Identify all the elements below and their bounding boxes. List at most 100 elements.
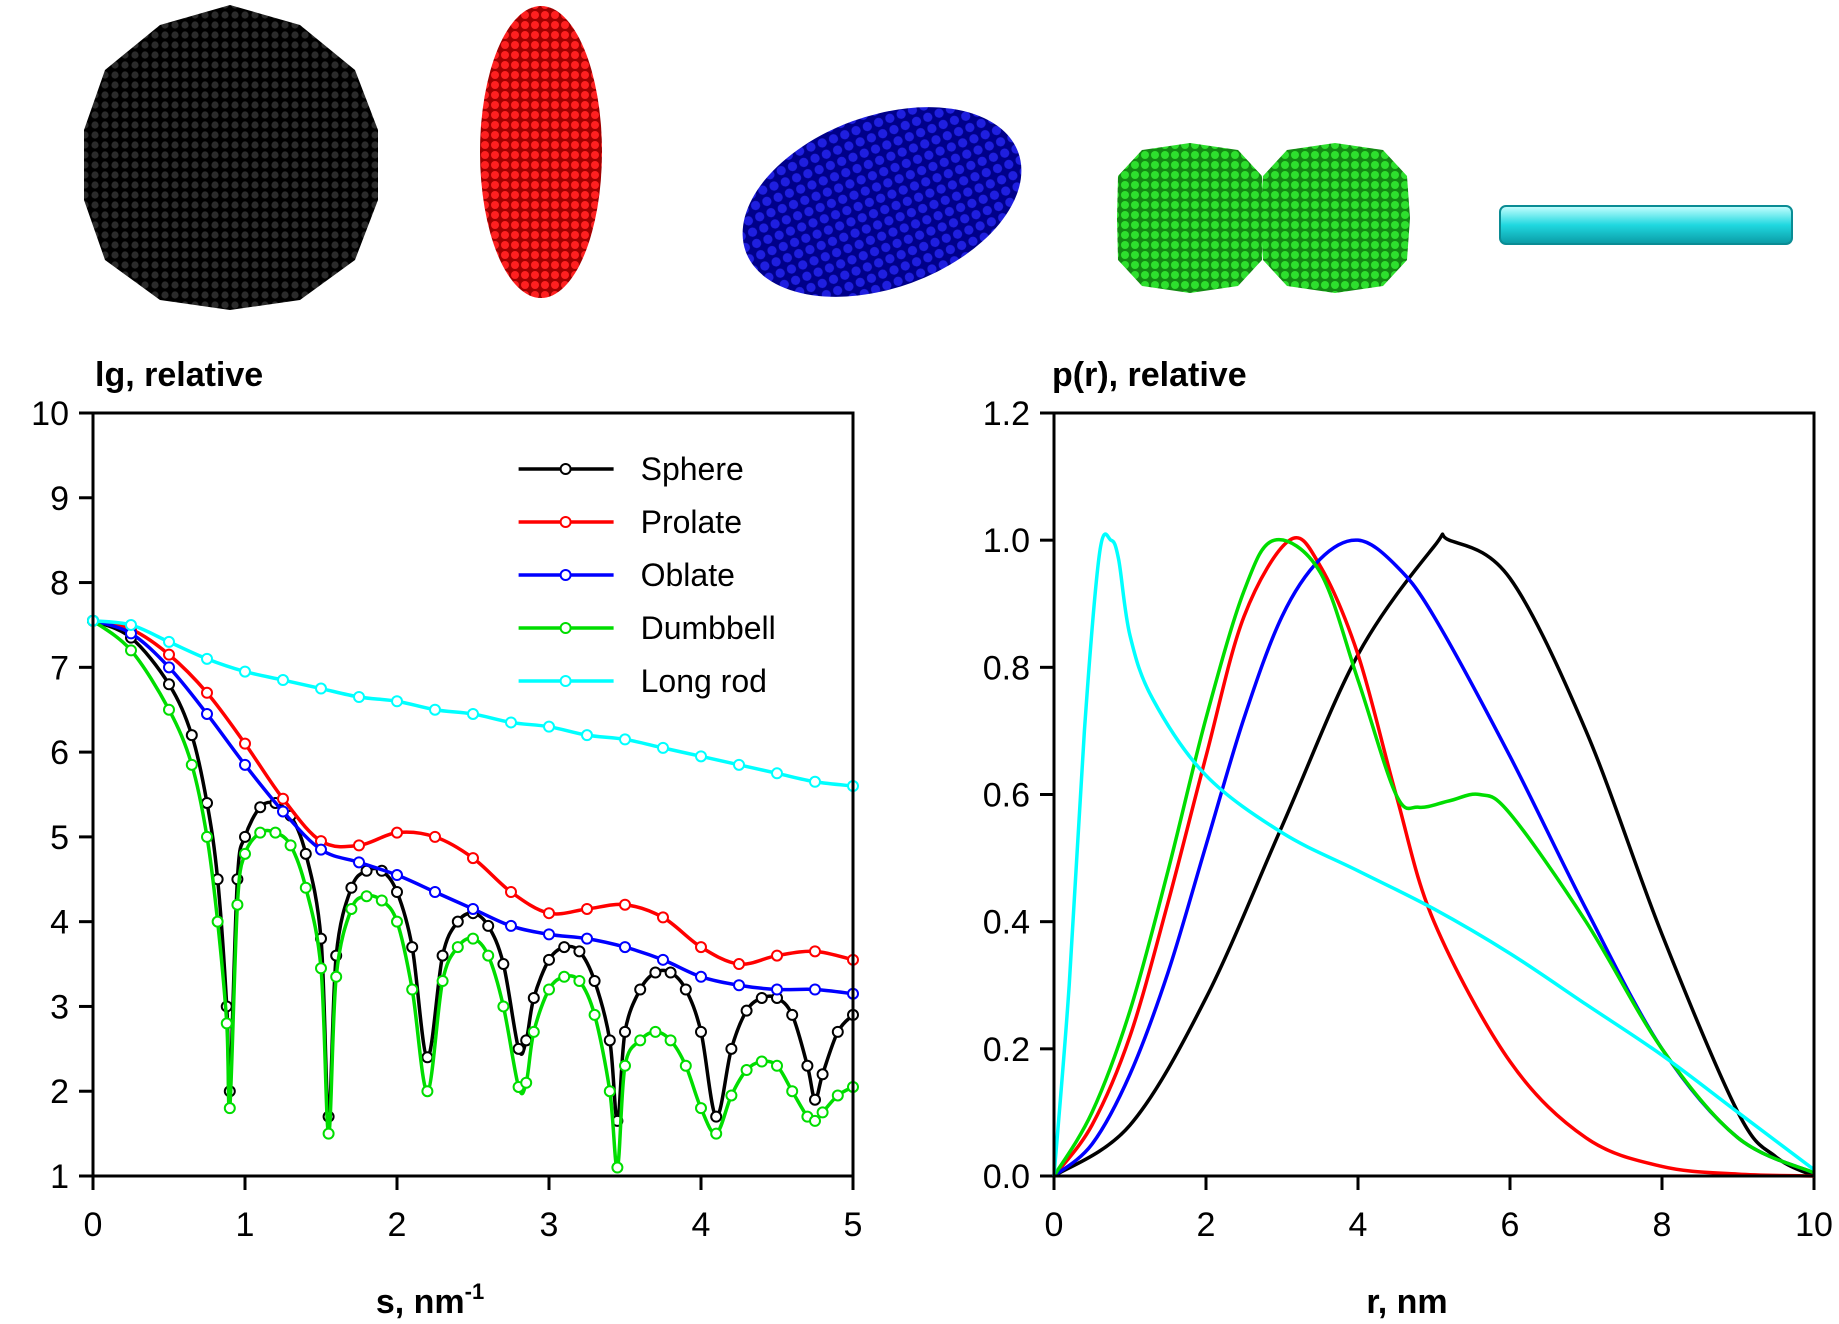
c1-point-dumbbell [695, 1102, 707, 1115]
c1-point-dumbbell [831, 1089, 844, 1102]
chart1-title: lg, relative [95, 356, 263, 394]
c1-point-dumbbell [220, 1017, 233, 1030]
c1-ytick-label: 1 [50, 1158, 69, 1196]
c1-xtick-label: 2 [388, 1206, 407, 1244]
c1-legend-marker [559, 463, 572, 475]
c1-point-long-rod [353, 691, 365, 704]
chart1-series [87, 614, 859, 1174]
c2-xtick-label: 0 [1045, 1206, 1064, 1244]
chart2-x-axis: 0 2 4 6 8 10 [1045, 1176, 1833, 1244]
c1-point-prolate [733, 958, 745, 971]
chart1-x-axis: 0 1 2 3 4 5 [84, 1176, 863, 1244]
c1-point-prolate [467, 852, 479, 865]
c1-point-prolate [277, 792, 289, 805]
rod-model [1499, 205, 1793, 245]
dumbbell-lobe-left [1117, 143, 1264, 293]
c1-point-dumbbell [634, 1034, 647, 1047]
c2-series-series-5 [1052, 532, 1816, 1177]
c1-point-sphere [436, 949, 449, 962]
c1-point-prolate [391, 826, 403, 839]
c1-point-oblate [391, 869, 403, 882]
c1-point-sphere [634, 983, 647, 996]
c1-point-dumbbell [211, 915, 224, 928]
c1-point-sphere [163, 678, 175, 691]
c1-point-dumbbell [611, 1161, 624, 1174]
c1-point-sphere [391, 885, 403, 898]
c2-ytick-label: 0.2 [983, 1031, 1030, 1069]
c1-ytick-label: 2 [50, 1073, 69, 1111]
c1-point-prolate [239, 737, 251, 750]
chart-distance-distribution: p(r), relative 0.0 0.2 0.4 0.6 0.8 1.0 1.2 0 2 4… [983, 356, 1833, 1321]
c1-ytick-label: 3 [50, 988, 69, 1026]
c1-point-sphere [740, 1004, 753, 1017]
c1-point-prolate [771, 949, 783, 962]
c1-point-sphere [345, 881, 358, 894]
c2-ytick-label: 0.4 [983, 904, 1030, 942]
c1-point-dumbbell [816, 1106, 829, 1119]
c1-point-dumbbell [421, 1085, 434, 1098]
c1-point-sphere [451, 915, 464, 928]
c1-point-long-rod [277, 674, 289, 687]
chart2-plot-frame [1052, 411, 1816, 1178]
c1-point-dumbbell [710, 1127, 723, 1140]
c1-point-sphere [527, 991, 540, 1004]
c1-point-sphere [679, 983, 692, 996]
c1-xtick-label: 5 [844, 1206, 863, 1244]
c1-point-sphere [185, 729, 198, 742]
c1-point-dumbbell [330, 970, 343, 983]
c1-ytick-label: 9 [50, 480, 69, 518]
c1-point-dumbbell [163, 703, 175, 716]
c1-legend-item-oblate: Oblate [518, 557, 735, 593]
c1-point-dumbbell [497, 1000, 510, 1013]
c1-point-sphere [543, 953, 555, 966]
c1-point-sphere [421, 1051, 434, 1064]
c1-point-oblate [505, 919, 517, 932]
c1-point-long-rod [315, 682, 327, 695]
c1-point-sphere [573, 945, 586, 958]
c1-point-sphere [299, 847, 312, 860]
c1-point-dumbbell [269, 826, 282, 839]
c1-point-prolate [429, 830, 441, 843]
c1-point-long-rod [239, 665, 251, 678]
c1-point-dumbbell [573, 975, 586, 988]
c1-ytick-label: 4 [50, 904, 69, 942]
prolate-model [480, 6, 602, 298]
c1-point-dumbbell [375, 894, 388, 907]
c2-line-series-2 [1052, 536, 1815, 1178]
c1-point-dumbbell [391, 915, 403, 928]
c1-point-dumbbell [299, 881, 312, 894]
c1-legend-label: Prolate [641, 504, 742, 540]
shape-models [84, 5, 1793, 310]
c1-legend-label: Oblate [641, 557, 735, 593]
c2-line-series-4 [1052, 537, 1815, 1177]
oblate-model [742, 107, 1022, 297]
chart2-y-axis: 0.0 0.2 0.4 0.6 0.8 1.0 1.2 [983, 395, 1054, 1196]
c1-point-sphere [816, 1068, 829, 1081]
c1-point-dumbbell [125, 644, 137, 657]
c1-point-dumbbell [527, 1025, 540, 1038]
c1-legend-marker [559, 516, 572, 528]
c1-point-long-rod [163, 635, 175, 648]
c1-point-oblate [201, 707, 213, 720]
c2-xtick-label: 2 [1197, 1206, 1216, 1244]
c1-point-prolate [809, 945, 821, 958]
c1-legend-item-sphere: Sphere [518, 451, 744, 487]
sphere-model [84, 5, 378, 310]
c1-point-oblate [315, 843, 327, 856]
c1-point-sphere [520, 1034, 533, 1047]
c2-ytick-label: 1.2 [983, 395, 1030, 433]
c1-point-dumbbell [315, 962, 327, 975]
c1-legend-item-prolate: Prolate [518, 504, 742, 540]
c1-point-long-rod [695, 750, 707, 763]
c1-point-oblate [733, 979, 745, 992]
c1-series-dumbbell [87, 614, 859, 1174]
c2-series-series-4 [1052, 537, 1815, 1177]
c1-point-dumbbell [436, 975, 449, 988]
c1-legend-marker [559, 622, 572, 634]
c1-point-sphere [558, 941, 571, 954]
c1-ytick-label: 7 [50, 649, 69, 687]
c1-point-dumbbell [360, 890, 373, 903]
c1-point-sphere [664, 966, 677, 979]
c2-ytick-label: 0.8 [983, 649, 1030, 687]
c1-point-dumbbell [467, 932, 479, 945]
